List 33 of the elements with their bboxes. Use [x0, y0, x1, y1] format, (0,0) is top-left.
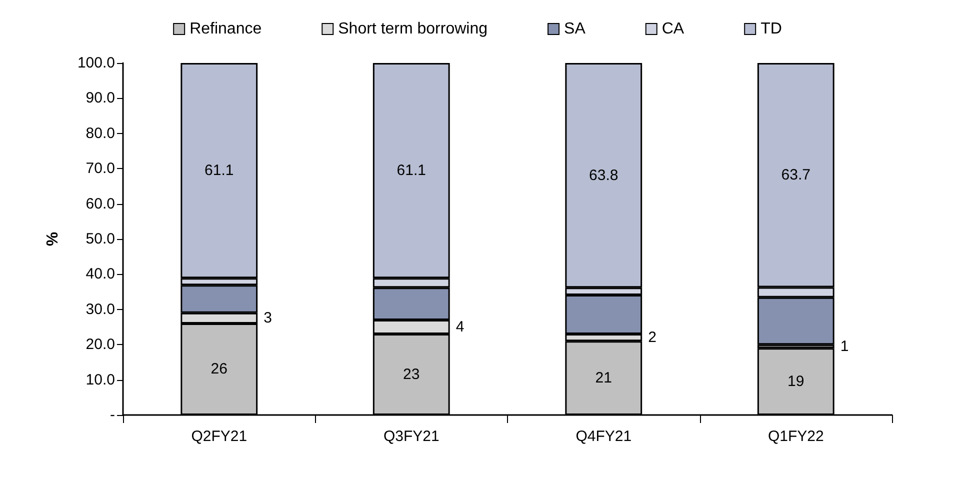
y-tick-label: 70.0	[86, 160, 115, 178]
x-tick-label: Q2FY21	[191, 428, 248, 445]
data-label: 23	[403, 366, 420, 384]
data-label: 1	[840, 338, 849, 355]
x-tick-label: Q1FY22	[768, 428, 824, 445]
y-tick-label: 10.0	[86, 371, 115, 388]
data-label: 26	[210, 360, 228, 378]
legend-label: TD	[760, 20, 782, 38]
data-label: 21	[595, 370, 612, 387]
x-tick-label: Q4FY21	[576, 428, 632, 445]
y-tick-label: 60.0	[86, 195, 115, 212]
data-label: 63.8	[589, 166, 618, 184]
data-label: 61.1	[204, 162, 234, 180]
y-tick-label: -	[110, 406, 115, 424]
y-tick-label: 100.0	[77, 54, 115, 72]
y-tick-label: 30.0	[86, 300, 115, 318]
y-axis-title: %	[44, 232, 62, 246]
legend-label: Short term borrowing	[338, 20, 488, 38]
data-label: 4	[456, 318, 464, 336]
legend-label: CA	[662, 20, 684, 38]
x-tick-label: Q3FY21	[383, 428, 440, 445]
data-label: 63.7	[781, 166, 810, 184]
data-label: 3	[264, 310, 272, 327]
data-label: 61.1	[396, 162, 426, 180]
y-tick-label: 90.0	[86, 90, 115, 107]
y-tick-label: 50.0	[86, 230, 115, 248]
legend-label: Refinance	[190, 20, 262, 38]
data-label: 2	[648, 329, 656, 346]
y-tick-label: 40.0	[86, 266, 115, 283]
legend-label: SA	[564, 20, 586, 38]
y-tick-label: 20.0	[86, 336, 115, 354]
data-label: 19	[788, 373, 804, 390]
y-tick-label: 80.0	[86, 124, 115, 142]
